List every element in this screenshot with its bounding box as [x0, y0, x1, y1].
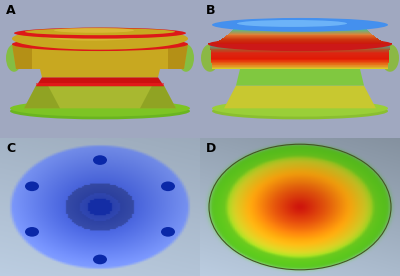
Polygon shape	[230, 32, 370, 33]
Polygon shape	[211, 53, 389, 54]
Polygon shape	[208, 43, 392, 44]
Polygon shape	[224, 37, 376, 38]
Polygon shape	[214, 42, 386, 43]
Polygon shape	[233, 28, 367, 29]
Polygon shape	[36, 77, 164, 86]
Polygon shape	[227, 34, 373, 36]
Polygon shape	[40, 69, 160, 77]
Polygon shape	[212, 68, 388, 69]
Text: C: C	[6, 142, 15, 155]
Polygon shape	[211, 55, 389, 56]
Ellipse shape	[54, 28, 134, 33]
Ellipse shape	[212, 18, 388, 32]
Ellipse shape	[93, 254, 107, 264]
Polygon shape	[24, 86, 176, 108]
Polygon shape	[12, 44, 32, 69]
Polygon shape	[210, 51, 390, 52]
Polygon shape	[235, 26, 365, 27]
Polygon shape	[222, 38, 378, 39]
Text: B: B	[206, 4, 216, 17]
Text: D: D	[206, 142, 216, 155]
Polygon shape	[24, 86, 60, 108]
Ellipse shape	[10, 100, 190, 117]
Polygon shape	[210, 46, 390, 47]
Polygon shape	[210, 47, 390, 48]
Ellipse shape	[212, 100, 388, 117]
Polygon shape	[212, 62, 388, 63]
Polygon shape	[210, 49, 390, 50]
Ellipse shape	[93, 155, 107, 165]
Polygon shape	[211, 61, 389, 62]
Polygon shape	[211, 57, 389, 58]
Polygon shape	[211, 59, 389, 60]
Ellipse shape	[201, 44, 219, 72]
Polygon shape	[236, 25, 364, 26]
Polygon shape	[221, 39, 379, 40]
Polygon shape	[168, 44, 188, 69]
Polygon shape	[224, 86, 376, 108]
Polygon shape	[217, 41, 383, 42]
Polygon shape	[211, 54, 389, 55]
Polygon shape	[210, 44, 390, 45]
Polygon shape	[211, 56, 389, 57]
Polygon shape	[219, 40, 381, 41]
Ellipse shape	[12, 37, 188, 51]
Polygon shape	[232, 29, 368, 30]
Polygon shape	[228, 33, 372, 34]
Polygon shape	[232, 30, 368, 31]
Ellipse shape	[208, 37, 392, 51]
Ellipse shape	[14, 28, 186, 39]
Polygon shape	[212, 66, 388, 67]
Ellipse shape	[212, 103, 388, 119]
Ellipse shape	[10, 103, 190, 119]
Polygon shape	[12, 44, 188, 69]
Ellipse shape	[381, 44, 399, 72]
Ellipse shape	[25, 227, 39, 237]
Ellipse shape	[237, 20, 347, 27]
Ellipse shape	[6, 44, 22, 72]
Polygon shape	[36, 83, 164, 86]
Ellipse shape	[161, 182, 175, 191]
Polygon shape	[140, 86, 176, 108]
Polygon shape	[225, 36, 375, 37]
Polygon shape	[211, 60, 389, 61]
Ellipse shape	[161, 227, 175, 237]
Polygon shape	[210, 50, 390, 51]
Ellipse shape	[178, 44, 194, 72]
Ellipse shape	[42, 31, 142, 41]
Ellipse shape	[25, 28, 175, 35]
Ellipse shape	[25, 182, 39, 191]
Polygon shape	[212, 64, 388, 65]
Polygon shape	[212, 63, 388, 64]
Polygon shape	[236, 69, 364, 86]
Polygon shape	[211, 52, 389, 53]
Polygon shape	[210, 48, 390, 49]
Text: A: A	[6, 4, 16, 17]
Polygon shape	[234, 27, 366, 28]
Polygon shape	[210, 45, 390, 46]
Polygon shape	[212, 67, 388, 68]
Polygon shape	[231, 31, 369, 32]
Polygon shape	[212, 65, 388, 66]
Ellipse shape	[12, 28, 188, 50]
Polygon shape	[211, 58, 389, 59]
